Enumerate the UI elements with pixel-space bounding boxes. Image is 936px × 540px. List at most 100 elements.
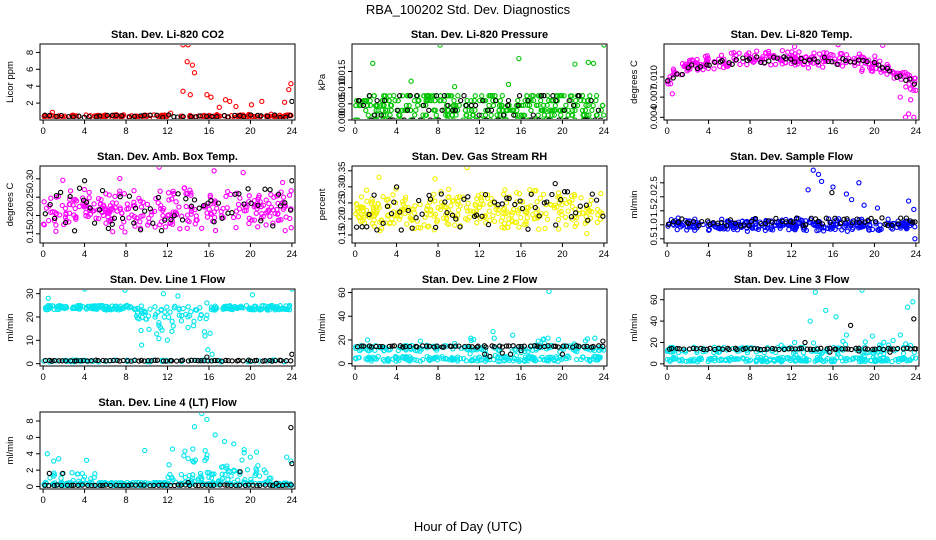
data-point — [518, 112, 525, 118]
highlight-point — [427, 196, 434, 202]
data-point — [467, 208, 474, 214]
highlight-point — [99, 187, 106, 194]
highlight-point — [518, 347, 524, 354]
data-point — [166, 462, 172, 468]
highlight-point — [507, 351, 514, 357]
data-point — [684, 68, 690, 74]
y-tick-label: 8 — [25, 50, 36, 55]
highlight-point — [552, 180, 558, 187]
data-point — [501, 354, 507, 361]
data-point — [249, 217, 255, 223]
data-point — [121, 191, 128, 197]
data-point — [581, 112, 587, 118]
highlight-point — [433, 93, 440, 99]
panel-3: Stan. Dev. Li-820 Temp.0 4 8 12 16 20 240.0040… — [629, 29, 921, 137]
data-point — [223, 193, 229, 200]
data-point — [569, 93, 575, 99]
data-point — [237, 471, 243, 477]
data-point — [779, 47, 786, 54]
data-point — [282, 203, 289, 209]
data-point — [776, 55, 782, 61]
x-tick-label: 8 — [747, 126, 752, 137]
data-point — [288, 81, 294, 87]
highlight-point — [897, 73, 903, 79]
data-point — [212, 227, 219, 234]
data-point — [445, 117, 451, 119]
data-point — [897, 332, 903, 338]
highlight-point — [726, 346, 732, 353]
highlight-point — [483, 344, 489, 350]
data-point — [42, 305, 49, 311]
highlight-point — [398, 227, 404, 233]
data-point — [382, 117, 388, 119]
highlight-point — [724, 222, 730, 229]
data-point — [585, 102, 591, 109]
data-point — [105, 209, 111, 216]
highlight-point — [62, 219, 69, 226]
y-axis-label: degrees C — [5, 182, 16, 226]
data-point — [225, 476, 231, 483]
highlight-point — [807, 346, 814, 352]
data-point — [770, 227, 776, 233]
x-tick-label: 4 — [82, 249, 87, 260]
data-point — [470, 112, 477, 118]
data-point — [228, 473, 234, 479]
highlight-point — [179, 217, 186, 223]
highlight-point — [802, 58, 808, 65]
data-point — [490, 97, 496, 104]
data-point — [165, 314, 172, 320]
data-point — [194, 307, 200, 313]
highlight-point — [282, 200, 288, 206]
data-point — [910, 299, 916, 305]
data-point — [214, 112, 220, 118]
highlight-point — [156, 482, 162, 488]
data-point — [376, 174, 382, 180]
data-point — [537, 195, 543, 201]
data-point — [246, 220, 252, 227]
data-point — [834, 354, 840, 361]
data-point — [211, 471, 217, 477]
highlight-point — [418, 117, 423, 119]
highlight-point — [420, 102, 427, 109]
highlight-point — [792, 59, 798, 65]
data-point — [546, 290, 552, 295]
highlight-point — [180, 113, 186, 119]
data-point — [221, 438, 228, 445]
highlight-point — [83, 199, 90, 205]
data-point — [761, 349, 767, 356]
data-point — [492, 93, 498, 99]
data-point — [229, 306, 235, 313]
highlight-point — [245, 186, 251, 192]
data-point — [427, 97, 433, 104]
x-tick-label: 24 — [911, 372, 922, 383]
data-point — [545, 335, 551, 341]
highlight-point — [872, 218, 879, 225]
data-point — [251, 217, 258, 223]
highlight-point — [556, 117, 562, 119]
data-point — [81, 186, 88, 193]
highlight-point — [848, 346, 854, 353]
highlight-point — [710, 219, 716, 226]
highlight-point — [394, 107, 400, 113]
highlight-point — [769, 219, 775, 225]
data-point — [140, 199, 146, 205]
data-point — [205, 347, 211, 353]
highlight-point — [853, 345, 859, 351]
data-point — [905, 198, 912, 204]
data-point — [497, 112, 503, 118]
data-point — [371, 93, 377, 99]
data-point — [176, 305, 182, 311]
data-point — [586, 202, 593, 208]
highlight-point — [109, 221, 115, 227]
data-point — [147, 306, 153, 312]
highlight-point — [168, 358, 175, 364]
highlight-point — [211, 219, 217, 225]
highlight-point — [88, 482, 95, 488]
highlight-point — [444, 209, 450, 216]
data-point — [850, 356, 856, 362]
highlight-point — [240, 358, 246, 364]
y-tick-label: 0.30 — [25, 170, 36, 189]
highlight-point — [390, 117, 396, 119]
data-point — [197, 315, 203, 322]
data-point — [395, 98, 401, 104]
